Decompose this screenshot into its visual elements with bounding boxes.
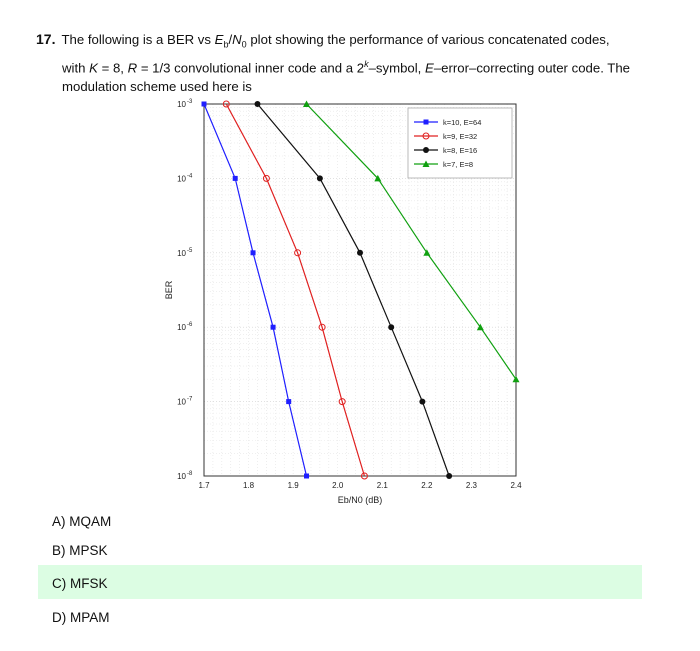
- data-point-square: [304, 473, 310, 479]
- data-point-triangle: [303, 100, 311, 107]
- data-point-circle-open: [222, 100, 230, 108]
- question-text: 17. The following is a BER vs Eb/N0 plot …: [36, 30, 656, 96]
- y-tick-label: 10: [177, 174, 186, 183]
- ber-chart: 1.7 1.8 1.9 2.0 2.1 2.2 2.3 2.410-310-410-510-6…: [164, 99, 522, 505]
- series-line: [203, 103, 308, 477]
- legend-label: k=10, E=64: [443, 118, 481, 127]
- data-point-square: [286, 399, 292, 405]
- y-tick-exponent: -4: [187, 173, 193, 179]
- y-tick-exponent: -3: [187, 99, 193, 105]
- data-point-circle-open: [360, 472, 368, 480]
- data-point-square: [250, 250, 256, 256]
- y-tick-exponent: -7: [187, 397, 193, 403]
- y-tick-label: 10: [177, 323, 186, 332]
- y-tick-label: 10: [177, 100, 186, 109]
- axis-labels: 1.7 1.8 1.9 2.0 2.1 2.2 2.3 2.410-310-410-510-6…: [164, 99, 522, 505]
- data-point-circle-open: [294, 249, 302, 257]
- data-point-square: [201, 101, 207, 107]
- x-axis-label: Eb/N0 (dB): [338, 495, 383, 505]
- legend-label: k=7, E=8: [443, 160, 473, 169]
- data-point-circle: [357, 249, 363, 256]
- y-tick-exponent: -6: [187, 322, 193, 328]
- y-tick-label: 10: [177, 472, 186, 481]
- y-tick-exponent: -5: [187, 248, 193, 254]
- answer-option-a[interactable]: A) MQAM: [52, 514, 112, 529]
- data-point-circle: [388, 324, 395, 331]
- y-tick-label: 10: [177, 249, 186, 258]
- y-tick-exponent: -8: [187, 471, 193, 477]
- data-point-triangle: [512, 375, 520, 383]
- x-tick-label: 1.7: [198, 481, 210, 490]
- x-tick-label: 2.2: [421, 481, 433, 490]
- data-point-circle: [423, 147, 429, 153]
- chart-legend: k=10, E=64 k=9, E=32 k=8, E=16 k=7, E=8: [407, 107, 513, 179]
- data-point-circle: [316, 175, 323, 182]
- data-point-circle-open: [338, 398, 346, 406]
- y-tick-label: 10: [177, 398, 186, 407]
- x-tick-label: 2.3: [466, 481, 478, 490]
- x-tick-label: 1.8: [243, 481, 255, 490]
- x-tick-label: 2.4: [510, 481, 522, 490]
- answer-option-c[interactable]: C) MFSK: [52, 576, 108, 591]
- answer-option-d[interactable]: D) MPAM: [52, 610, 110, 625]
- plot-frame: [203, 103, 517, 477]
- question-line-1: 17. The following is a BER vs Eb/N0 plot …: [36, 31, 610, 50]
- series-line: [225, 103, 366, 477]
- data-point-square: [270, 324, 276, 330]
- x-tick-label: 2.0: [332, 481, 344, 490]
- data-point-circle-open: [318, 323, 326, 331]
- selected-option-highlight: [38, 565, 642, 599]
- question-number: 17.: [36, 31, 56, 47]
- legend-label: k=9, E=32: [443, 132, 477, 141]
- data-point-triangle: [374, 174, 382, 182]
- series-layer: [201, 100, 520, 480]
- x-tick-label: 1.9: [288, 481, 300, 490]
- y-axis-label: BER: [164, 280, 174, 299]
- data-point-triangle: [422, 160, 430, 167]
- data-point-circle-open: [262, 174, 270, 182]
- data-point-square: [423, 119, 429, 125]
- x-tick-label: 2.1: [377, 481, 389, 490]
- question-line-2: with K = 8, R = 1/3 convolutional inner …: [62, 58, 631, 76]
- chart-grid: [203, 104, 517, 477]
- data-point-circle: [254, 101, 261, 107]
- question-line-3: modulation scheme used here is: [62, 79, 252, 95]
- data-point-square: [232, 175, 238, 181]
- legend-label: k=8, E=16: [443, 146, 477, 155]
- data-point-triangle: [476, 323, 484, 331]
- data-point-circle: [419, 398, 426, 405]
- series-line: [257, 103, 450, 477]
- data-point-circle: [446, 473, 453, 479]
- data-point-triangle: [423, 249, 431, 256]
- answer-option-b[interactable]: B) MPSK: [52, 543, 108, 558]
- data-point-circle-open: [422, 132, 430, 140]
